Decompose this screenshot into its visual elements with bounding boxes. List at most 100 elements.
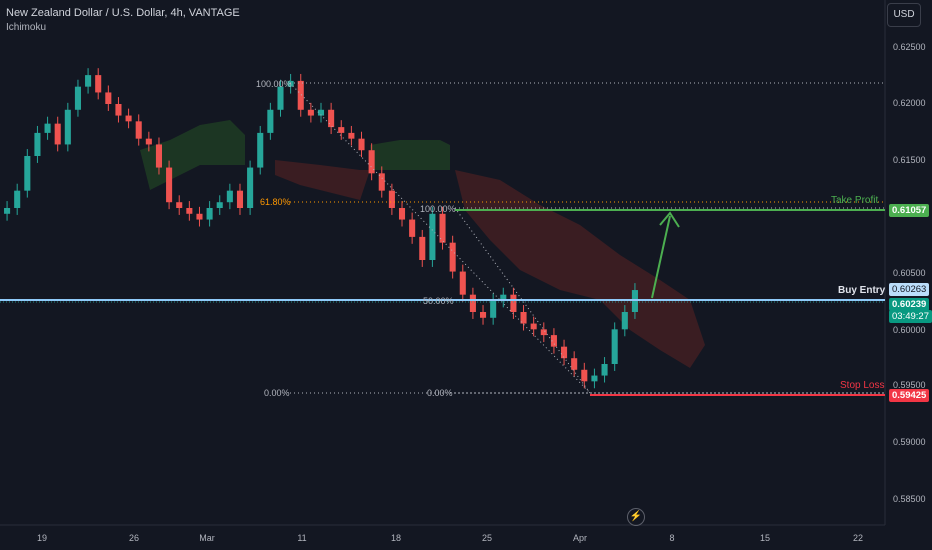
- fib-left-618: 61.80%: [260, 197, 291, 207]
- candle-down: [398, 208, 406, 220]
- candle-down: [307, 109, 314, 116]
- cloud-green: [140, 120, 245, 190]
- candle-up: [621, 312, 628, 330]
- fib-right-0: 0.00%: [427, 388, 453, 398]
- countdown-tag: 03:49:27: [889, 310, 932, 323]
- candle-down: [186, 208, 193, 214]
- y-tick-label: 0.59500: [893, 380, 926, 390]
- buy-entry-price-tag: 0.60263: [889, 283, 930, 296]
- x-tick-label: 22: [852, 533, 864, 543]
- candle-down: [125, 115, 132, 122]
- candle-down: [348, 132, 355, 139]
- stop-loss-label: Stop Loss: [840, 380, 885, 391]
- candle-down: [530, 323, 537, 330]
- x-tick-label: 25: [481, 533, 493, 543]
- x-tick-label: 8: [669, 533, 675, 543]
- candle-up: [631, 290, 638, 312]
- candle-down: [561, 346, 568, 359]
- lightning-icon[interactable]: ⚡: [627, 508, 645, 526]
- candle-down: [328, 109, 335, 128]
- candle-down: [176, 202, 183, 208]
- candle-down: [409, 219, 416, 237]
- fib-left-0: 0.00%: [264, 388, 290, 398]
- candle-down: [439, 213, 446, 243]
- candle-down: [581, 369, 588, 382]
- projection-arrow: [651, 215, 671, 299]
- candle-down: [520, 312, 527, 324]
- candle-down: [469, 294, 476, 312]
- candle-down: [550, 335, 557, 347]
- y-tick-label: 0.62500: [893, 42, 926, 52]
- candle-down: [571, 358, 578, 370]
- candle-up: [44, 123, 51, 133]
- symbol-title: New Zealand Dollar / U.S. Dollar, 4h, VA…: [6, 7, 240, 19]
- candle-up: [591, 375, 598, 382]
- candle-down: [358, 138, 365, 151]
- candle-up: [206, 208, 213, 220]
- candle-up: [74, 86, 81, 110]
- candle-down: [338, 127, 345, 133]
- candle-up: [64, 109, 71, 145]
- candle-down: [135, 121, 142, 139]
- x-tick-label: 18: [390, 533, 402, 543]
- candle-up: [85, 75, 92, 87]
- candle-down: [196, 213, 203, 220]
- fib-left-100: 100.00%: [256, 79, 292, 89]
- fib-right-50: 50.00%: [423, 296, 454, 306]
- candle-up: [14, 190, 21, 208]
- cloud-red: [275, 160, 370, 200]
- y-tick-label: 0.61500: [893, 155, 926, 165]
- y-tick-label: 0.58500: [893, 494, 926, 504]
- candle-down: [540, 329, 547, 336]
- candle-up: [611, 329, 618, 364]
- buy-entry-label: Buy Entry: [838, 285, 886, 296]
- y-tick-label: 0.59000: [893, 437, 926, 447]
- y-tick-label: 0.60000: [893, 325, 926, 335]
- candle-down: [459, 271, 466, 295]
- candle-down: [145, 138, 152, 145]
- candle-down: [368, 150, 375, 174]
- candle-down: [449, 242, 456, 272]
- currency-button[interactable]: USD: [887, 3, 921, 27]
- cloud-red: [455, 170, 705, 368]
- candle-up: [34, 132, 41, 156]
- candle-up: [429, 213, 436, 260]
- indicator-label[interactable]: Ichimoku: [6, 22, 47, 33]
- candle-up: [317, 109, 325, 116]
- fib-right-100: 100.00%: [420, 204, 456, 214]
- candle-down: [155, 144, 163, 168]
- candle-down: [115, 104, 122, 116]
- candle-down: [54, 123, 61, 145]
- candle-down: [388, 190, 395, 208]
- candle-up: [257, 132, 264, 168]
- x-tick-label: 19: [36, 533, 48, 543]
- candle-up: [24, 156, 31, 191]
- candle-up: [500, 294, 507, 301]
- candle-up: [216, 202, 223, 208]
- cloud-green: [370, 140, 450, 170]
- y-tick-label: 0.62000: [893, 98, 926, 108]
- take-profit-price-tag: 0.61057: [889, 204, 930, 217]
- candle-down: [105, 92, 112, 104]
- candle-down: [236, 190, 244, 208]
- candle-up: [267, 109, 274, 133]
- candle-down: [166, 167, 173, 203]
- candle-up: [247, 167, 254, 208]
- candle-up: [226, 190, 233, 203]
- candle-down: [510, 294, 517, 312]
- x-tick-label: 26: [128, 533, 140, 543]
- candle-up: [277, 86, 284, 110]
- projection-arrow-head: [659, 211, 680, 228]
- candle-down: [378, 173, 385, 191]
- candle-up: [4, 208, 11, 214]
- candle-up: [601, 364, 608, 376]
- x-tick-label: 15: [759, 533, 771, 543]
- stop-loss-price-tag: 0.59425: [889, 389, 930, 402]
- take-profit-label: Take Profit: [831, 195, 879, 206]
- x-tick-label: Apr: [572, 533, 588, 543]
- x-tick-label: Mar: [199, 533, 215, 543]
- candle-down: [95, 75, 102, 93]
- candle-down: [297, 80, 304, 110]
- y-tick-label: 0.60500: [893, 268, 926, 278]
